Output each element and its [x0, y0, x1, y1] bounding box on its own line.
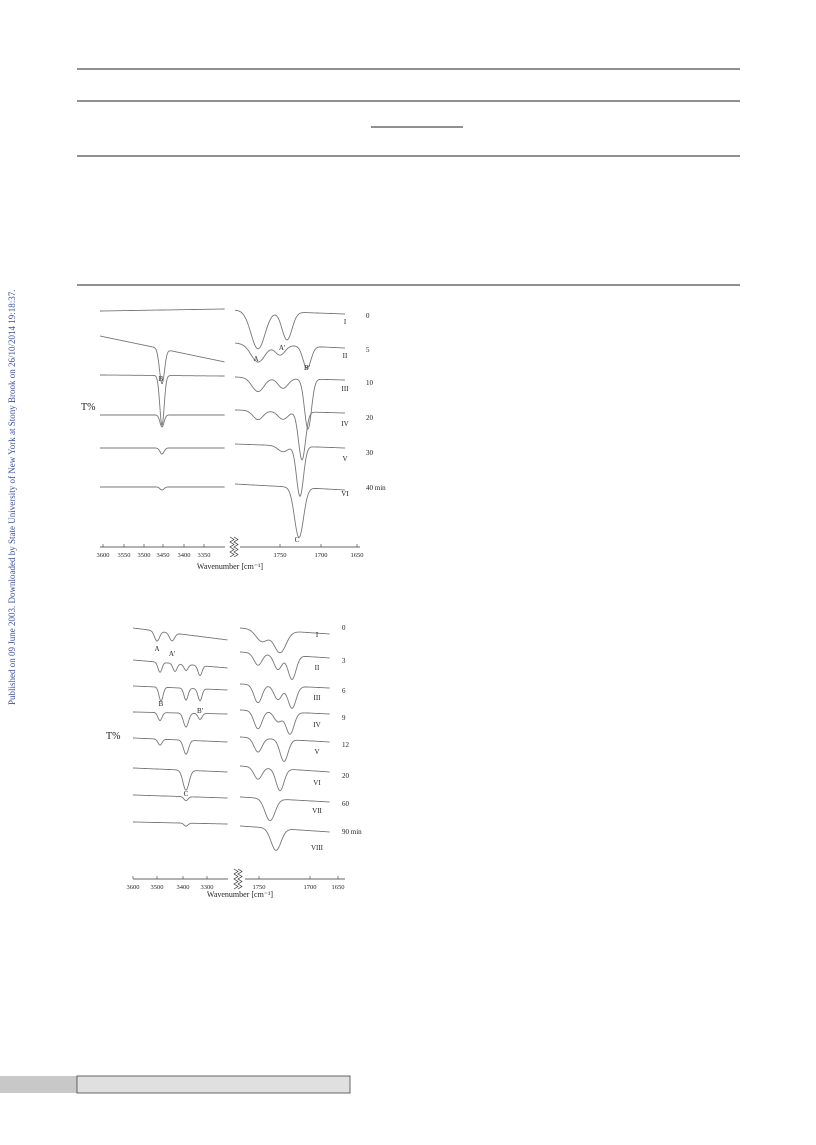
spectrum-trace	[133, 794, 228, 802]
footer-box	[76, 1075, 351, 1094]
x-tick-label: 3600	[97, 552, 110, 559]
spectrum-trace	[240, 651, 330, 680]
peak-label: C	[184, 790, 189, 798]
trace-label: IV	[341, 420, 348, 428]
peak-label: A'	[279, 344, 285, 352]
peak-label: A	[253, 355, 258, 363]
x-tick-label: 1650	[332, 884, 345, 891]
spectrum-trace	[133, 685, 228, 702]
peak-label: A	[154, 645, 159, 653]
trace-label: IV	[313, 721, 320, 729]
spectrum-trace	[240, 736, 330, 762]
x-axis-label: Wavenumber [cm⁻¹]	[207, 890, 274, 899]
time-label: 6	[342, 687, 346, 695]
trace-label: VI	[313, 779, 321, 787]
trace-label: VIII	[311, 844, 324, 852]
spectrum-trace	[235, 342, 345, 369]
spectrum-trace	[133, 737, 228, 755]
spectrum-trace	[235, 483, 345, 538]
axis-break	[237, 868, 243, 890]
x-tick-label: 1750	[274, 552, 287, 559]
spectrum-trace	[235, 443, 345, 498]
trace-label: III	[314, 694, 322, 702]
trace-label: II	[343, 352, 348, 360]
footer-box	[0, 1076, 77, 1093]
time-label: 0	[342, 624, 346, 632]
trace-label: III	[342, 385, 350, 393]
y-axis-label: T%	[106, 731, 120, 742]
spectrum-trace	[100, 308, 225, 312]
peak-label: B	[159, 700, 164, 708]
time-label: 20	[342, 772, 350, 780]
x-tick-label: 1750	[253, 884, 266, 891]
spectrum-trace	[100, 374, 225, 426]
x-tick-label: 3550	[118, 552, 131, 559]
trace-label: V	[314, 748, 319, 756]
spectrum-trace	[132, 627, 228, 642]
spectrum-trace	[132, 659, 228, 677]
spectrum-trace	[99, 335, 225, 385]
x-tick-label: 1700	[315, 552, 328, 559]
trace-label: I	[316, 631, 319, 639]
time-label: 40 min	[366, 484, 386, 492]
spectrum-trace	[133, 767, 228, 791]
x-tick-label: 3600	[127, 884, 140, 891]
peak-label: B'	[304, 364, 310, 372]
x-tick-label: 1700	[304, 884, 317, 891]
time-label: 60	[342, 800, 350, 808]
x-tick-label: 1650	[351, 552, 364, 559]
x-tick-label: 3300	[201, 884, 214, 891]
time-label: 12	[342, 741, 350, 749]
y-axis-label: T%	[81, 402, 95, 413]
peak-label: B'	[197, 707, 203, 715]
trace-label: V	[342, 455, 347, 463]
peak-label: A'	[169, 650, 175, 658]
spectrum-trace	[133, 821, 228, 827]
axis-break	[229, 536, 235, 558]
time-label: 9	[342, 714, 346, 722]
time-label: 90 min	[342, 828, 362, 836]
x-tick-label: 3400	[178, 552, 191, 559]
time-label: 0	[366, 312, 370, 320]
axis-break	[233, 536, 239, 558]
time-label: 5	[366, 346, 370, 354]
spectrum-trace	[235, 376, 345, 430]
time-label: 10	[366, 379, 374, 387]
figures: 3600 3550 3500 3450 3400 3350 1750 1700 1650Wave…	[81, 308, 386, 899]
x-tick-label: 3400	[177, 884, 190, 891]
x-axis-label: Wavenumber [cm⁻¹]	[197, 562, 264, 571]
axis-break	[233, 868, 239, 890]
trace-label: II	[315, 664, 320, 672]
spectrum-trace	[100, 414, 225, 428]
x-tick-label: 3450	[157, 552, 170, 559]
x-tick-label: 3500	[151, 884, 164, 891]
spectrum-trace	[235, 409, 345, 461]
sidebar: Published on 09 June 2003. Downloaded by…	[7, 290, 17, 706]
spectrum-trace	[100, 486, 225, 491]
peak-label: C	[295, 536, 300, 544]
spectrum-trace	[234, 309, 345, 350]
spectrum-trace	[239, 627, 330, 654]
peak-label: B	[159, 375, 164, 383]
time-label: 3	[342, 657, 346, 665]
spectrum-trace	[100, 447, 225, 455]
trace-label: I	[344, 318, 347, 326]
spectrum-trace	[133, 711, 228, 728]
spectrum-trace	[240, 825, 330, 851]
x-tick-label: 3500	[138, 552, 151, 559]
trace-label: VII	[312, 807, 322, 815]
time-label: 30	[366, 449, 374, 457]
trace-label: VI	[341, 490, 349, 498]
spectrum-trace	[240, 796, 330, 822]
x-tick-label: 3350	[198, 552, 211, 559]
spectrum-trace	[240, 765, 330, 792]
time-label: 20	[366, 414, 374, 422]
spectrum-trace	[240, 683, 330, 709]
spectrum-trace	[240, 709, 330, 735]
